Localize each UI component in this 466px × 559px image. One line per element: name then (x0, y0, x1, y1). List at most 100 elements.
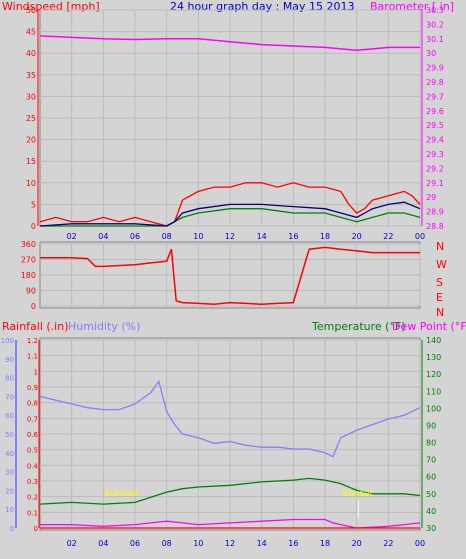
humidity-tick-label: 30 (5, 469, 14, 477)
bottom-time-tick-label: 20 (352, 539, 362, 548)
baro-tick-label: 29 (426, 193, 436, 202)
wind-baro-series-line (40, 208, 421, 227)
time-tick-label: 22 (383, 232, 393, 241)
wind-tick-label: 35 (26, 71, 36, 80)
bottom-time-tick-label: 08 (162, 539, 172, 548)
humidity-tick-label: 70 (5, 393, 14, 401)
baro-tick-label: 29.7 (426, 92, 444, 101)
baro-tick-label: 29.1 (426, 179, 444, 188)
time-tick-label: 14 (257, 232, 267, 241)
direction-tick-label: 90 (26, 287, 36, 296)
humidity-tick-label: 90 (5, 356, 14, 364)
bottom-time-tick-label: 14 (257, 539, 267, 548)
baro-tick-label: 30.3 (426, 6, 444, 15)
humidity-axis-title: Humidity (%) (68, 320, 140, 333)
bottom-time-tick-label: 06 (130, 539, 140, 548)
rain-tick-label: 0.3 (27, 478, 38, 486)
time-tick-label: 10 (193, 232, 203, 241)
rain-tick-label: 0 (34, 525, 38, 533)
rain-tick-label: 0.7 (27, 415, 38, 423)
baro-tick-label: 28.8 (426, 222, 444, 231)
baro-tick-label: 28.9 (426, 208, 444, 217)
bottom-series-line (39, 379, 421, 458)
humidity-tick-label: 10 (5, 506, 14, 514)
rain-tick-label: 0.1 (27, 509, 38, 517)
bottom-time-tick-label: 12 (225, 539, 235, 548)
baro-tick-label: 29.9 (426, 64, 444, 73)
humidity-tick-label: 0 (10, 525, 14, 533)
wind-tick-label: 45 (26, 28, 36, 37)
bottom-time-tick-label: 18 (320, 539, 330, 548)
baro-tick-label: 29.2 (426, 164, 444, 173)
dewpoint-axis-title: Dew Point (°F) (392, 320, 466, 333)
baro-tick-label: 29.3 (426, 150, 444, 159)
temperature-tick-label: 50 (426, 490, 436, 499)
temperature-tick-label: 120 (426, 370, 441, 379)
compass-label-n-top: N (436, 240, 444, 253)
humidity-tick-label: 100 (1, 337, 14, 345)
temperature-tick-label: 80 (426, 439, 436, 448)
time-tick-label: 08 (162, 232, 172, 241)
time-tick-label: 12 (225, 232, 235, 241)
baro-tick-label: 30.1 (426, 35, 444, 44)
humidity-tick-label: 20 (5, 487, 14, 495)
wind-tick-label: 40 (26, 49, 36, 58)
temperature-tick-label: 30 (426, 524, 436, 533)
rain-tick-label: 0.9 (27, 384, 38, 392)
rain-tick-label: 0.5 (27, 447, 38, 455)
bottom-time-tick-label: 22 (383, 539, 393, 548)
baro-tick-label: 29.8 (426, 78, 444, 87)
wind-baro-series-line (39, 182, 421, 227)
time-tick-label: 04 (98, 232, 108, 241)
rain-tick-label: 1.1 (27, 353, 38, 361)
bottom-time-tick-label: 02 (67, 539, 77, 548)
bottom-time-tick-label: 16 (288, 539, 298, 548)
baro-tick-label: 30.2 (426, 20, 444, 29)
temperature-axis-title: Temperature (°F) (311, 320, 406, 333)
grid-layer (40, 9, 421, 529)
wind-tick-label: 15 (26, 157, 36, 166)
bottom-time-tick-label: 00 (415, 539, 425, 548)
baro-tick-label: 29.4 (426, 136, 444, 145)
humidity-tick-label: 50 (5, 431, 14, 439)
wind-tick-label: 25 (26, 114, 36, 123)
rain-tick-label: 1.2 (27, 337, 38, 345)
compass-label-w: W (436, 258, 447, 271)
tick-layer: 0510152025303540455028.828.92929.129.229… (1, 6, 444, 548)
bottom-time-tick-label: 10 (193, 539, 203, 548)
time-tick-label: 06 (130, 232, 140, 241)
time-tick-label: 18 (320, 232, 330, 241)
sunrise-annotation: Sunrise (104, 489, 138, 499)
baro-tick-label: 29.5 (426, 121, 444, 130)
time-tick-label: 16 (288, 232, 298, 241)
wind-baro-series-line (39, 201, 421, 227)
direction-tick-label: 360 (21, 240, 36, 249)
compass-label-n-bottom: N (436, 306, 444, 319)
temperature-tick-label: 70 (426, 456, 436, 465)
wind-baro-series-line (39, 35, 420, 52)
rain-tick-label: 0.8 (27, 400, 38, 408)
chart-title: 24 hour graph day : May 15 2013 (170, 0, 355, 13)
wind-tick-label: 50 (26, 6, 36, 15)
bottom-time-tick-label: 04 (98, 539, 108, 548)
sunset-annotation: Sunset (342, 489, 373, 499)
rain-tick-label: 0.6 (27, 431, 39, 439)
rain-tick-label: 0.4 (27, 462, 39, 470)
wind-tick-label: 20 (26, 136, 36, 145)
humidity-tick-label: 40 (5, 450, 14, 458)
temperature-tick-label: 90 (426, 421, 436, 430)
direction-tick-label: 180 (21, 271, 36, 280)
time-tick-label: 00 (415, 232, 425, 241)
humidity-tick-label: 80 (5, 375, 14, 383)
wind-axis-title: Windspeed [mph] (2, 0, 100, 13)
baro-tick-label: 30 (426, 49, 436, 58)
temperature-tick-label: 140 (426, 336, 441, 345)
compass-label-e: E (436, 291, 443, 304)
temperature-tick-label: 130 (426, 353, 441, 362)
wind-tick-label: 10 (26, 179, 36, 188)
wind-direction-line (40, 246, 420, 306)
wind-tick-label: 0 (31, 222, 36, 231)
series-layer (39, 35, 421, 529)
